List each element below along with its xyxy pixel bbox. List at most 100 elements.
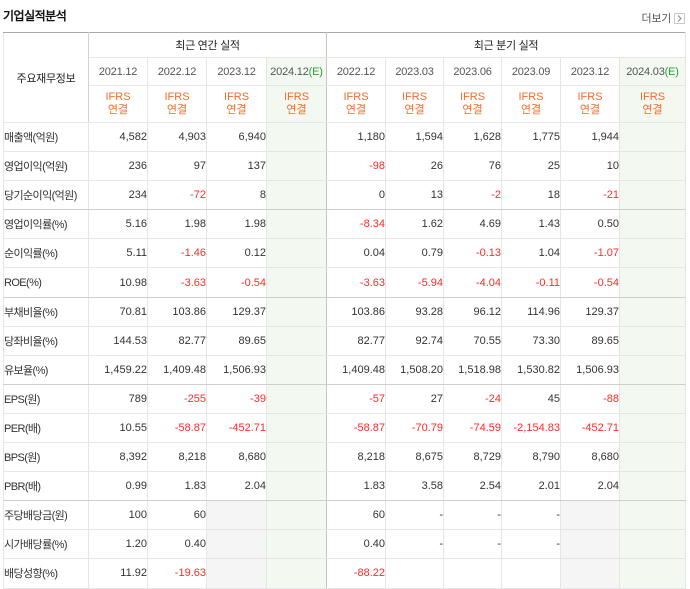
row-label: BPS(원): [3, 442, 89, 473]
basis-scope: 연결: [404, 104, 425, 116]
annual-value-cell: 4,903: [147, 121, 207, 153]
annual-value-cell: [266, 354, 327, 385]
quarter-basis-header: IFRS 연결: [619, 85, 686, 123]
group-header-row: 주요재무정보 최근 연간 실적 최근 분기 실적: [3, 32, 686, 123]
basis-standard: IFRS: [105, 91, 131, 103]
quarter-value-cell: -5.94: [385, 267, 444, 298]
quarter-period-header: 2023.06: [443, 57, 502, 86]
annual-value-cell: 1.20: [88, 529, 148, 560]
quarter-value-cell: 27: [385, 383, 444, 414]
annual-value-cell: 0.12: [206, 238, 267, 269]
quarter-value-cell: [619, 151, 686, 182]
basis-standard: IFRS: [459, 91, 486, 103]
quarter-value-cell: 26: [385, 151, 444, 182]
table-row: 영업이익(억원) 236 97 137 -98 26 76 25 10: [3, 151, 686, 182]
annual-value-cell: 129.37: [206, 296, 267, 327]
annual-value-cell: 8,392: [88, 442, 148, 473]
table-row: PBR(배) 0.99 1.83 2.04 1.83 3.58 2.54 2.01 2.04: [3, 471, 686, 502]
corner-header: 주요재무정보: [3, 32, 89, 123]
basis-standard: IFRS: [343, 91, 369, 103]
quarter-value-cell: [619, 325, 686, 356]
annual-value-cell: [266, 529, 327, 560]
quarter-value-cell: [619, 354, 686, 385]
quarter-value-cell: -88: [560, 383, 620, 414]
annual-value-cell: -0.54: [206, 267, 267, 298]
basis-header-row: IFRS 연결 IFRS 연결 IFRS 연결 IFRS 연결 IFRS 연결 IFRS 연결 IFRS…: [4, 85, 686, 123]
row-label: 부채비율(%): [3, 296, 89, 327]
annual-period-header: 2023.12: [206, 57, 267, 86]
basis-scope: 연결: [166, 104, 188, 116]
basis-standard: IFRS: [283, 91, 310, 103]
annual-value-cell: 144.53: [88, 325, 148, 356]
annual-value-cell: -255: [147, 383, 207, 414]
annual-value-cell: 82.77: [147, 325, 207, 356]
quarter-value-cell: -: [501, 529, 561, 560]
annual-value-cell: 1.83: [147, 471, 207, 502]
annual-value-cell: [266, 267, 327, 298]
quarter-value-cell: -: [501, 500, 561, 531]
quarter-basis-header: IFRS 연결: [560, 85, 620, 123]
quarter-value-cell: -2,154.83: [501, 412, 561, 444]
annual-value-cell: -452.71: [206, 412, 267, 444]
quarter-value-cell: 96.12: [443, 296, 502, 327]
quarter-value-cell: -74.59: [443, 412, 502, 444]
basis-scope: 연결: [579, 104, 601, 116]
annual-value-cell: 8,218: [147, 442, 207, 473]
quarter-value-cell: 8,729: [443, 442, 502, 473]
table-row: 당기순이익(억원) 234 -72 8 0 13 -2 18 -21: [3, 180, 686, 211]
quarter-value-cell: [619, 558, 686, 589]
annual-value-cell: -72: [147, 180, 207, 211]
annual-value-cell: [206, 558, 267, 589]
period-header-row: 2021.12 2022.12 2023.12 2024.12(E) 2022.12 20…: [4, 57, 686, 86]
annual-value-cell: 1.98: [147, 209, 207, 240]
quarter-value-cell: -70.79: [385, 412, 444, 444]
quarter-value-cell: 1,518.98: [443, 354, 502, 385]
quarter-value-cell: 8,790: [501, 442, 561, 473]
annual-value-cell: [206, 500, 267, 531]
basis-standard: IFRS: [164, 91, 190, 103]
annual-value-cell: 4,582: [88, 121, 148, 153]
table-row: BPS(원) 8,392 8,218 8,680 8,218 8,675 8,729 8,79…: [3, 442, 686, 473]
annual-value-cell: 1,506.93: [206, 354, 267, 385]
quarter-value-cell: -58.87: [326, 412, 386, 444]
quarter-value-cell: 3.58: [385, 471, 444, 502]
table-row: 부채비율(%) 70.81 103.86 129.37 103.86 93.28 96.12…: [3, 296, 686, 327]
more-link[interactable]: 더보기: [642, 10, 685, 26]
period-date: 2022.12: [336, 65, 376, 78]
quarter-value-cell: 92.74: [385, 325, 444, 356]
annual-value-cell: [266, 238, 327, 269]
quarter-value-cell: 4.69: [443, 209, 502, 240]
quarter-value-cell: -0.13: [443, 238, 502, 269]
row-label: 순이익률(%): [3, 238, 89, 269]
quarter-basis-header: IFRS 연결: [385, 85, 444, 123]
annual-value-cell: 236: [88, 151, 148, 182]
table-row: 주당배당금(원) 100 60 60- - -: [3, 500, 686, 531]
annual-value-cell: 2.04: [206, 471, 267, 502]
table-row: 당좌비율(%) 144.53 82.77 89.65 82.77 92.74 70.55 73…: [3, 325, 686, 356]
annual-value-cell: [266, 471, 327, 502]
quarter-value-cell: -98: [326, 151, 386, 182]
quarter-value-cell: [560, 558, 620, 589]
basis-standard: IFRS: [401, 91, 428, 103]
quarter-value-cell: -21: [560, 180, 620, 211]
row-label: 매출액(억원): [3, 121, 89, 153]
quarter-value-cell: 1.83: [326, 471, 386, 502]
quarter-value-cell: 103.86: [326, 296, 386, 327]
quarter-value-cell: -2: [443, 180, 502, 211]
quarter-value-cell: 1.04: [501, 238, 561, 269]
annual-value-cell: 1,409.48: [147, 354, 207, 385]
table-row: EPS(원) 789 -255 -39 -57 27 -24 45 -88: [3, 383, 686, 414]
period-date: 2023.03: [395, 65, 434, 78]
quarter-value-cell: -1.07: [560, 238, 620, 269]
quarter-value-cell: -: [443, 529, 502, 560]
annual-value-cell: [266, 325, 327, 356]
quarter-value-cell: 2.01: [501, 471, 561, 502]
quarter-value-cell: 70.55: [443, 325, 502, 356]
quarter-value-cell: 2.54: [443, 471, 502, 502]
quarter-value-cell: 82.77: [326, 325, 386, 356]
annual-value-cell: [266, 151, 327, 182]
quarter-value-cell: 8,680: [560, 442, 620, 473]
annual-period-header: 2022.12: [147, 57, 207, 86]
annual-value-cell: [266, 383, 327, 414]
annual-basis-header: IFRS 연결: [88, 85, 148, 123]
